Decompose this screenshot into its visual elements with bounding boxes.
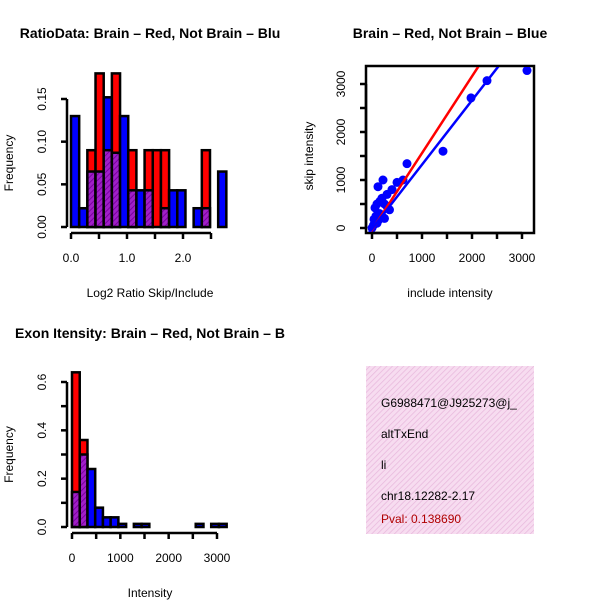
y-tick-label: 0.0	[35, 518, 49, 535]
data-point	[522, 67, 532, 76]
bar-not-brain	[69, 114, 81, 229]
y-tick-label: 0.4	[35, 422, 49, 439]
y-tick-label: 0.00	[35, 215, 49, 239]
x-tick-label: 0.0	[63, 251, 80, 265]
data-point	[373, 182, 383, 192]
x-tick-label: 3000	[509, 251, 536, 265]
x-tick-label: 2.0	[175, 251, 192, 265]
y-tick-label: 2000	[334, 118, 348, 145]
y-tick-label: 1000	[334, 166, 348, 193]
bar-not-brain	[109, 516, 120, 529]
fit-line	[369, 67, 480, 232]
x-tick-label: 1000	[107, 551, 134, 565]
y-axis-label: Frequency	[2, 426, 16, 483]
x-tick-label: 3000	[204, 551, 231, 565]
data-point	[438, 146, 448, 156]
info-pval: Pval: 0.138690	[381, 512, 461, 526]
info-line-type: li	[381, 458, 386, 472]
bar-not-brain	[216, 170, 228, 229]
info-box-background	[366, 366, 534, 534]
bar-not-brain	[217, 522, 228, 529]
chart-title: RatioData: Brain – Red, Not Brain – Blu	[20, 25, 281, 41]
x-tick-label: 2000	[459, 251, 486, 265]
plot-area	[367, 67, 532, 232]
intensity-scatter: Brain – Red, Not Brain – Blue include int…	[302, 25, 548, 300]
x-axis-label: Log2 Ratio Skip/Include	[87, 286, 214, 300]
y-axis-label: Frequency	[2, 135, 16, 192]
bar-not-brain	[86, 467, 97, 529]
y-axis-label: skip intensity	[302, 122, 316, 191]
y-tick-label: 3000	[334, 70, 348, 97]
y-tick-label: 0.10	[35, 130, 49, 154]
x-tick-label: 2000	[155, 551, 182, 565]
x-tick-label: 0	[369, 251, 376, 265]
y-tick-label: 0.15	[35, 87, 49, 111]
ratio-histogram: RatioData: Brain – Red, Not Brain – Blu L…	[2, 25, 280, 300]
data-point	[378, 175, 388, 185]
x-axis-label: include intensity	[407, 286, 492, 300]
y-tick-label: 0.6	[35, 373, 49, 390]
bar-not-brain	[194, 522, 205, 529]
y-tick-label: 0	[334, 224, 348, 231]
bar-not-brain	[176, 189, 187, 229]
bar-not-brain	[140, 522, 151, 529]
info-line-gene: G6988471@J925273@j_	[381, 396, 517, 410]
x-tick-label: 1000	[409, 251, 436, 265]
chart-title: Brain – Red, Not Brain – Blue	[353, 25, 548, 41]
info-line-location: chr18.12282-2.17	[381, 489, 475, 503]
data-point	[402, 159, 412, 169]
x-axis-label: Intensity	[128, 586, 173, 600]
x-tick-label: 1.0	[119, 251, 136, 265]
y-tick-label: 0.2	[35, 470, 49, 487]
bar-overlap	[200, 206, 212, 229]
info-panel: G6988471@J925273@j_ altTxEnd li chr18.12…	[366, 366, 534, 534]
data-point	[392, 177, 402, 187]
x-tick-label: 0	[69, 551, 76, 565]
info-line-event: altTxEnd	[381, 427, 428, 441]
chart-title: Exon Itensity: Brain – Red, Not Brain – …	[15, 325, 285, 341]
y-tick-label: 0.05	[35, 172, 49, 196]
fit-line	[368, 67, 500, 232]
exon-intensity-histogram: Exon Itensity: Brain – Red, Not Brain – …	[2, 325, 285, 600]
bar-not-brain	[117, 522, 128, 529]
